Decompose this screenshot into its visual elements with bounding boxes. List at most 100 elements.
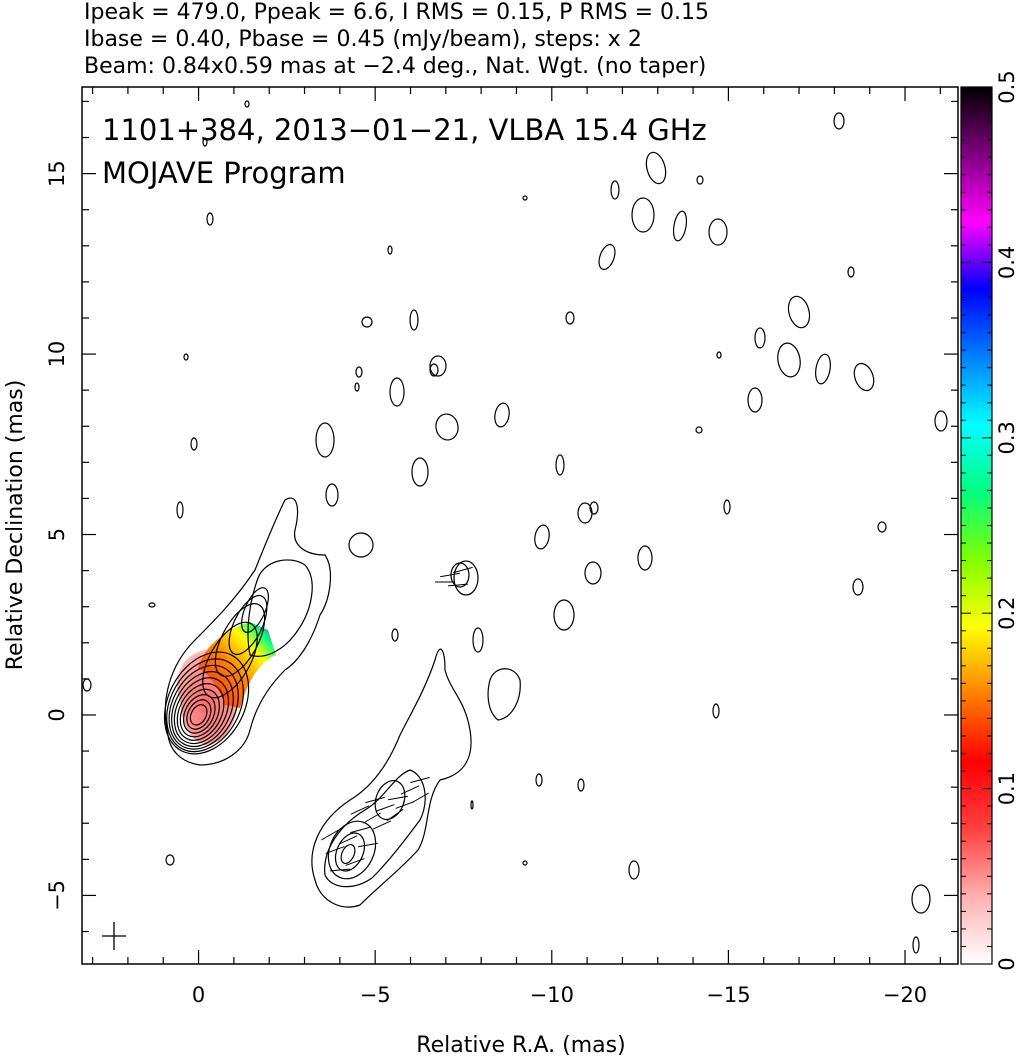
polarization-vector xyxy=(440,572,460,578)
y-tick-label: 15 xyxy=(45,160,69,187)
core-contours xyxy=(163,587,269,755)
noise-contour xyxy=(853,362,875,392)
jet-contour-ring xyxy=(214,603,266,677)
polarization-vector xyxy=(386,808,404,822)
noise-contour xyxy=(833,112,845,130)
polarization-vector xyxy=(350,805,370,815)
noise-contour xyxy=(391,628,399,642)
y-tick-label: 0 xyxy=(45,708,69,721)
noise-contour xyxy=(777,342,801,378)
noise-contour xyxy=(852,578,864,596)
noise-contour xyxy=(494,402,510,428)
noise-contour xyxy=(148,602,156,608)
header-line-1: Ipeak = 479.0, Ppeak = 6.6, I RMS = 0.15… xyxy=(84,0,709,25)
noise-contour xyxy=(206,212,214,226)
axis-ticks xyxy=(82,87,958,964)
core-contour-ring xyxy=(163,651,250,755)
noise-contour xyxy=(472,627,484,653)
x-tick-label: −5 xyxy=(360,983,391,1007)
polarization-vector xyxy=(400,785,420,795)
core-contour-ring xyxy=(168,664,239,750)
y-tick-label: −5 xyxy=(45,880,69,911)
noise-contour xyxy=(315,422,335,458)
y-tick-label: 5 xyxy=(45,528,69,541)
noise-contour xyxy=(934,410,948,432)
lower-knot-peak-2 xyxy=(334,832,366,872)
colorbar-tick-label: 0.4 xyxy=(995,246,1019,279)
polarization-vector xyxy=(321,829,339,841)
noise-contour xyxy=(202,137,208,147)
noise-contour xyxy=(584,561,602,585)
noise-contour xyxy=(534,524,550,550)
noise-contour xyxy=(453,560,479,596)
noise-contour xyxy=(244,100,250,108)
noise-contour xyxy=(712,703,720,719)
core-contour-ring xyxy=(176,683,225,741)
jet-contour-ring xyxy=(202,621,258,699)
core-contour-ring xyxy=(166,658,244,753)
core-contour-ring xyxy=(189,704,208,726)
lower-knot-peak-3 xyxy=(340,843,356,865)
noise-contour xyxy=(645,151,667,185)
polarization-vector xyxy=(410,776,430,784)
colorbar-tick-label: 0.5 xyxy=(995,70,1019,103)
noise-contour xyxy=(409,309,419,331)
noise-contour xyxy=(183,353,189,361)
polarization-vector xyxy=(338,835,358,845)
noise-contour xyxy=(628,860,640,880)
noise-contour xyxy=(631,197,655,233)
noise-contour xyxy=(553,599,575,631)
noise-contour xyxy=(911,884,931,914)
noise-contour xyxy=(435,413,459,441)
x-axis-label: Relative R.A. (mas) xyxy=(416,1033,625,1058)
y-tick-label: 10 xyxy=(45,341,69,368)
noise-contour xyxy=(176,501,184,519)
x-tick-label: −15 xyxy=(706,983,750,1007)
noise-contour xyxy=(912,936,920,954)
y-axis-label: Relative Declination (mas) xyxy=(3,380,28,671)
polarization-vector xyxy=(350,826,370,834)
noise-contour xyxy=(637,545,653,571)
lower-knot-secondary xyxy=(374,780,406,820)
header-line-2: Ibase = 0.40, Pbase = 0.45 (mJy/beam), s… xyxy=(84,27,642,52)
x-tick-label: 0 xyxy=(192,983,205,1007)
x-tick-label: −10 xyxy=(530,983,574,1007)
polarization-vector xyxy=(372,820,392,830)
noise-contour xyxy=(389,377,405,407)
lower-knot-peak-1 xyxy=(327,820,377,880)
polarization-vector xyxy=(329,868,351,872)
noise-contour xyxy=(877,521,887,533)
noise-contour xyxy=(565,311,575,325)
beam-marker xyxy=(102,922,126,950)
noise-contour xyxy=(754,327,766,349)
noise-contour xyxy=(847,266,855,278)
header-line-3: Beam: 0.84x0.59 mas at −2.4 deg., Nat. W… xyxy=(84,54,706,79)
colorbar-tick-labels: 0 0.1 0.2 0.3 0.4 0.5 xyxy=(995,70,1019,970)
noise-contour xyxy=(696,175,704,185)
core-contour-ring xyxy=(173,677,230,745)
colorbar-tick-label: 0.1 xyxy=(995,772,1019,805)
noise-contour xyxy=(747,387,763,413)
polarization-vector xyxy=(411,792,429,804)
core-contour-ring xyxy=(186,699,212,730)
noise-contour xyxy=(695,426,703,434)
axis-tick-labels: 0 −5 −10 −15 −20 −5 0 5 10 15 xyxy=(45,160,927,1007)
jet-inner-contour xyxy=(247,559,313,657)
jet-envelope-contour xyxy=(164,497,331,766)
polarization-vector xyxy=(447,583,469,587)
lower-knot-contour xyxy=(311,648,472,908)
polarization-vector xyxy=(363,812,381,824)
polarization-vector xyxy=(325,846,345,854)
noise-contour xyxy=(522,860,528,866)
colorbar-tick-label: 0.2 xyxy=(995,596,1019,629)
noise-contour xyxy=(325,483,339,507)
noise-contour xyxy=(787,295,811,329)
noise-contour xyxy=(355,366,363,378)
polarization-vector xyxy=(345,858,365,866)
noise-contour xyxy=(577,778,585,792)
x-tick-label: −20 xyxy=(883,983,927,1007)
noise-contour xyxy=(411,457,429,487)
polarization-vector xyxy=(375,804,395,812)
noise-contour xyxy=(672,210,688,242)
